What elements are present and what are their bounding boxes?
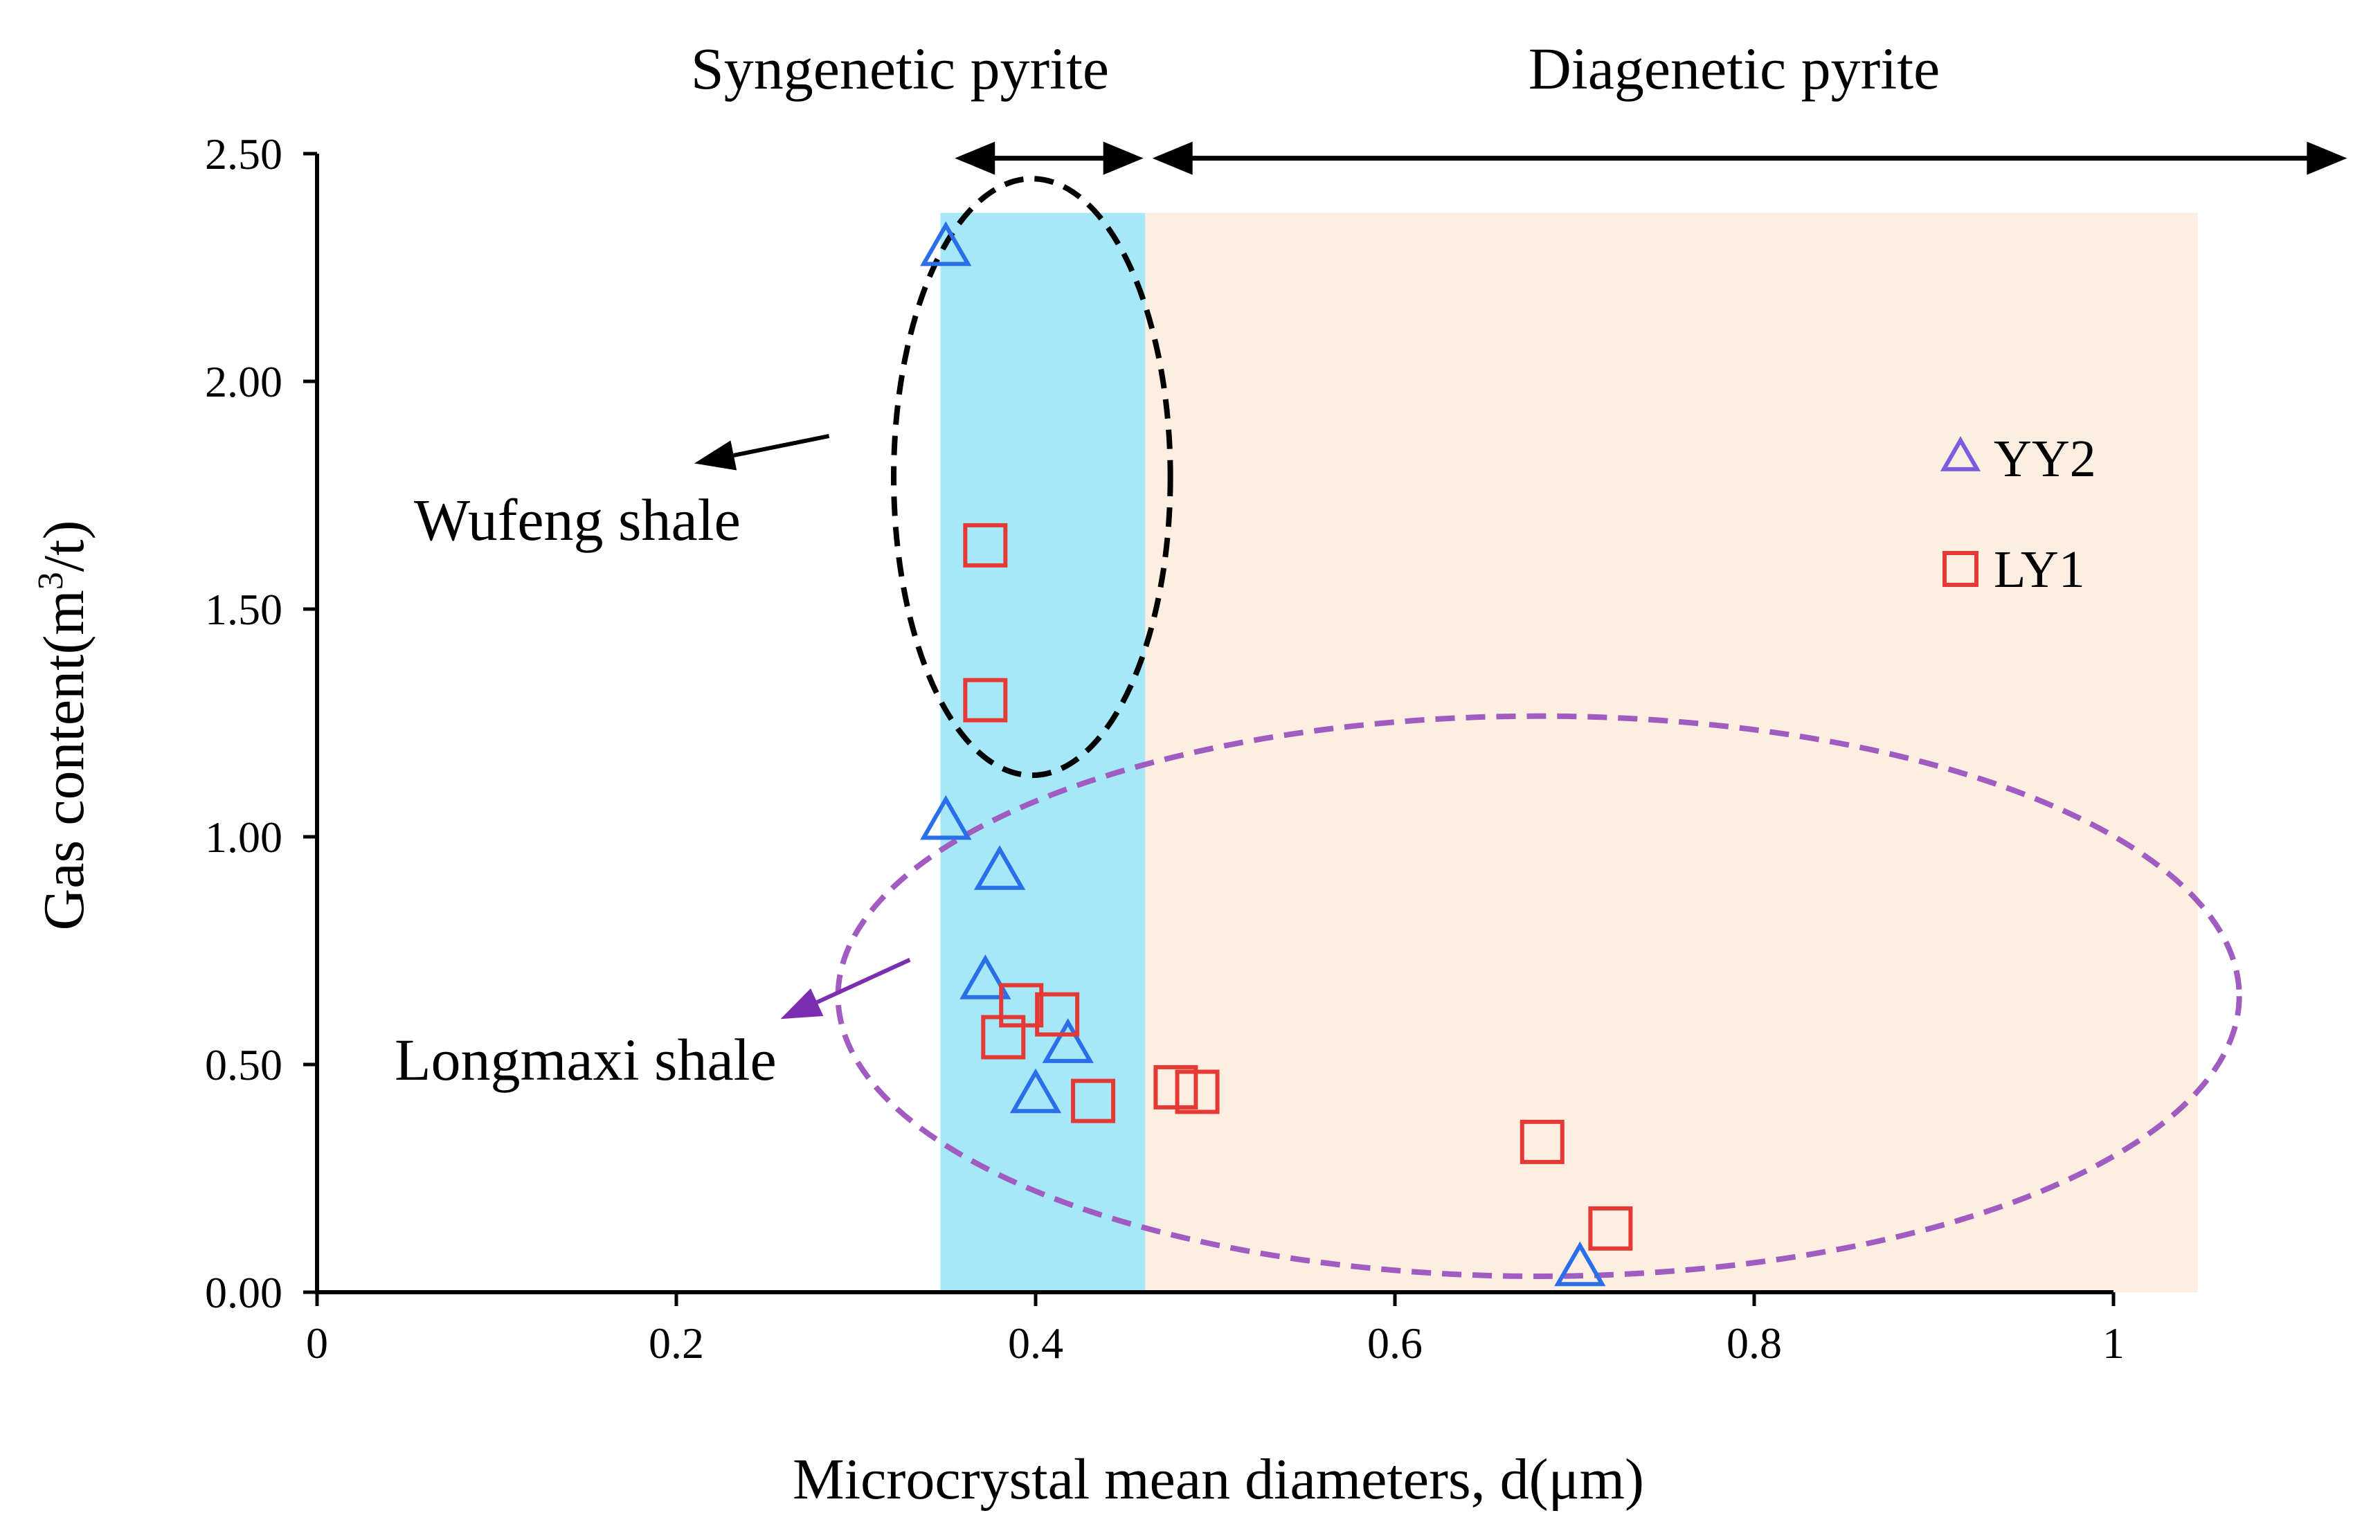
x-tick-label: 0.8 [1727, 1319, 1782, 1368]
ly1-point [1175, 1069, 1220, 1114]
wufeng-shale-ellipse [890, 176, 1173, 779]
region-arrow-diagenetic-head-left [1152, 141, 1193, 175]
longmaxi-shale-arrow-head [780, 988, 824, 1020]
wufeng-shale-arrow-shaft [733, 434, 830, 458]
region-arrows [955, 141, 2347, 175]
longmaxi-shale-ellipse [835, 713, 2242, 1279]
y-axis-title-tail: /t) [32, 520, 96, 572]
region-diagenetic-pyrite [1145, 212, 2198, 1292]
region-arrow-syngenetic-head-right [1103, 141, 1144, 175]
legend-yy2-label: YY2 [1994, 430, 2096, 488]
yy2-point [1554, 1241, 1606, 1287]
region-arrow-syngenetic-head-left [955, 141, 995, 175]
x-tick-label: 0 [306, 1319, 328, 1368]
y-tick-label: 1.50 [205, 585, 282, 634]
yy2-point [1042, 1018, 1094, 1063]
ly1-point [963, 678, 1008, 723]
ly1-point [1520, 1119, 1565, 1164]
annotation-wufeng: Wufeng shale [414, 487, 741, 553]
ly1-point [1588, 1206, 1633, 1251]
ly1-point [1035, 992, 1080, 1037]
data-points [920, 221, 1633, 1287]
region-label-syngenetic: Syngenetic pyrite [691, 35, 1109, 102]
x-axis-title: Microcrystal mean diameters, d(μm) [793, 1447, 1644, 1512]
group-ellipses [694, 176, 2242, 1279]
yy2-point [973, 845, 1026, 890]
ly1-point [963, 523, 1008, 568]
region-arrow-diagenetic-head-right [2307, 141, 2347, 175]
legend-ly1-label: LY1 [1994, 541, 2085, 599]
wufeng-shale-arrow-head [694, 440, 737, 471]
yy2-point [959, 954, 1011, 999]
y-tick-label: 2.00 [205, 357, 282, 406]
region-label-diagenetic: Diagenetic pyrite [1529, 35, 1940, 102]
y-axis-title-main: Gas content(m [32, 590, 96, 930]
y-axis-title-superscript: 3 [31, 572, 71, 590]
y-axis-title: Gas content(m3/t) [31, 520, 96, 931]
x-tick-label: 0.2 [649, 1319, 704, 1368]
ly1-point [981, 1015, 1026, 1060]
legend-yy2-marker [1940, 436, 1981, 471]
yy2-point [1009, 1068, 1062, 1114]
x-tick-label: 0.6 [1367, 1319, 1423, 1368]
x-tick-label: 1 [2102, 1319, 2125, 1368]
y-tick-label: 2.50 [205, 129, 282, 179]
shaded-regions [940, 212, 2198, 1292]
legend: YY2 LY1 [1940, 430, 2096, 599]
annotation-longmaxi: Longmaxi shale [395, 1026, 777, 1093]
y-tick-label: 0.50 [205, 1040, 282, 1089]
x-tick-label: 0.4 [1008, 1319, 1063, 1368]
region-syngenetic-pyrite [940, 212, 1146, 1292]
legend-ly1-marker [1942, 551, 1978, 587]
axes: 0 0.2 0.4 0.6 0.8 1 0.00 0.50 1.00 1.50 2.00 2.50 [205, 129, 2125, 1368]
ly1-point [999, 983, 1044, 1028]
yy2-point [920, 221, 972, 266]
ly1-point [1071, 1078, 1116, 1123]
longmaxi-shale-arrow-shaft [815, 957, 911, 1004]
yy2-point [920, 795, 972, 840]
y-tick-label: 0.00 [205, 1268, 282, 1317]
y-tick-label: 1.00 [205, 813, 282, 862]
